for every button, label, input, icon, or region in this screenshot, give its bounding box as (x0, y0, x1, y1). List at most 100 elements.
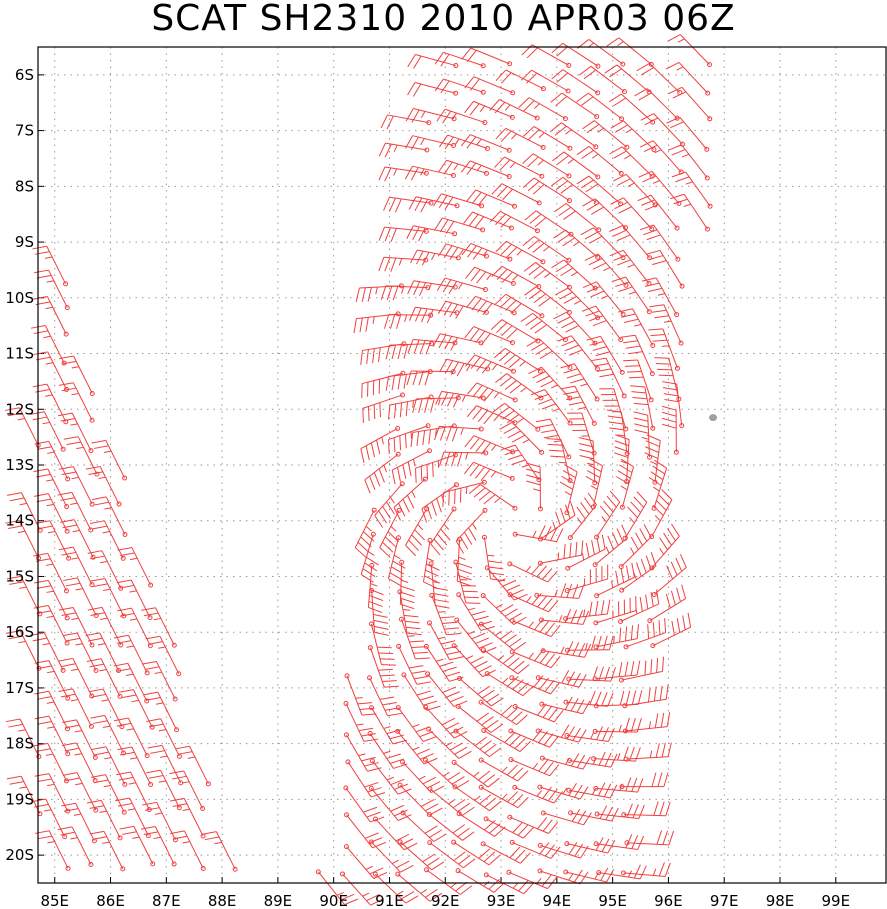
wind-barb (495, 373, 544, 401)
wind-barb (566, 666, 616, 682)
wind-barb (32, 245, 69, 287)
wind-barb (387, 423, 431, 455)
wind-barb (610, 120, 657, 153)
wind-barb (439, 358, 491, 377)
wind-barb (32, 296, 69, 337)
wind-barb (604, 64, 652, 95)
wind-barb (385, 369, 433, 391)
wind-barb (405, 135, 456, 151)
wind-barb (90, 520, 126, 561)
wind-barb (406, 225, 458, 242)
wind-barb (553, 229, 601, 260)
wind-barb (360, 425, 401, 463)
wind-barb (456, 811, 506, 837)
lat-lon-grid (38, 47, 886, 883)
wind-barb (58, 606, 95, 648)
wind-barb (593, 834, 645, 850)
wind-barb (483, 872, 535, 895)
wind-barb (5, 520, 42, 561)
wind-barb (577, 39, 626, 67)
wind-barb (622, 684, 669, 709)
wind-barb (90, 714, 127, 756)
wind-barb (116, 771, 152, 813)
latitude-axis-labels: 6S 7S 8S 9S 10S 11S 12S 13S 14S 15S 16S 17S 18S 19S 20… (5, 66, 34, 864)
wind-barb (454, 617, 497, 654)
wind-barb (640, 113, 685, 147)
wind-barb (563, 867, 615, 883)
x-tick-label: 89E (264, 892, 293, 909)
wind-barb (648, 328, 680, 371)
wind-barb (367, 645, 399, 688)
wind-barb (62, 632, 99, 674)
wind-barb (581, 305, 624, 343)
wind-barb (34, 830, 71, 871)
wind-barb (481, 534, 506, 582)
wind-barb (465, 354, 516, 374)
wind-barb (464, 461, 515, 481)
wind-barb (428, 561, 450, 609)
wind-barb (609, 225, 653, 261)
y-tick-label: 17S (5, 679, 34, 697)
wind-barb (522, 235, 572, 263)
wind-barb (508, 757, 560, 777)
wind-barb (606, 409, 630, 457)
wind-barb (499, 421, 545, 455)
wind-barb (649, 489, 673, 540)
wind-barb (606, 37, 654, 67)
wind-barb (146, 718, 182, 759)
wind-barb (33, 604, 70, 646)
wind-barb (593, 596, 637, 626)
wind-barb (495, 240, 546, 265)
wind-barb (421, 482, 459, 523)
x-tick-label: 86E (96, 892, 125, 909)
wind-barb (434, 51, 486, 69)
wind-barb (630, 385, 656, 431)
wind-barb (175, 745, 211, 787)
wind-barb (460, 160, 512, 180)
wind-barb (594, 490, 621, 540)
wind-barb (594, 562, 635, 599)
x-tick-label: 95E (598, 892, 627, 909)
wind-barb (398, 616, 430, 660)
wind-barb (667, 34, 713, 68)
wind-barb (422, 757, 470, 789)
wind-barb (537, 540, 584, 566)
wind-barb (415, 452, 458, 483)
wind-barb (452, 784, 502, 812)
wind-barb (86, 658, 123, 699)
wind-barb (401, 672, 441, 711)
wind-barb (460, 134, 512, 153)
wind-barb (117, 746, 154, 788)
wind-barb (360, 531, 379, 583)
wind-barb (555, 287, 601, 321)
wind-barb (608, 93, 656, 125)
wind-barb (461, 47, 513, 67)
wind-barb (666, 116, 710, 152)
wind-barb (478, 757, 529, 782)
wind-barb (507, 561, 558, 583)
wind-barb (201, 831, 238, 872)
wind-barb (489, 99, 540, 121)
wind-barb (593, 777, 644, 793)
wind-barb (451, 643, 496, 678)
wind-barbs (5, 34, 713, 906)
wind-barb (518, 97, 568, 122)
wind-barb (539, 696, 591, 715)
wind-barb (34, 690, 71, 732)
wind-barb (62, 772, 99, 813)
wind-barb (509, 649, 561, 669)
wind-barb (59, 519, 96, 560)
wind-barb (537, 783, 589, 800)
wind-barb (5, 407, 41, 448)
wind-barb (478, 621, 527, 651)
wind-barb (560, 385, 597, 426)
wind-barb (624, 830, 675, 846)
map-frame (37, 46, 887, 884)
x-tick-label: 87E (152, 892, 181, 909)
wind-barb (483, 816, 534, 839)
wind-barb (512, 525, 564, 543)
wind-barb (378, 142, 430, 158)
wind-barb (374, 481, 405, 528)
y-tick-label: 10S (5, 289, 34, 307)
wind-barb (591, 357, 627, 399)
